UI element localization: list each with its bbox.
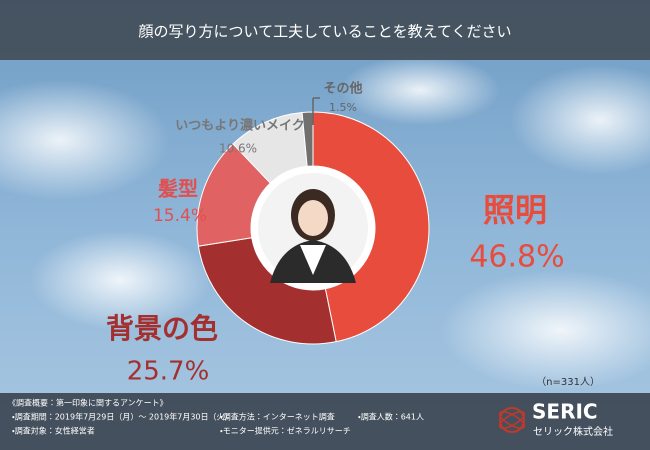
logo-text: SERIC <box>532 400 598 424</box>
slice-value: 10.6% <box>219 142 257 156</box>
slice-value: 25.7% <box>127 357 210 387</box>
footer-item: ・調査期間：2019年7月29日（月）～ 2019年7月30日（火） <box>12 412 233 422</box>
footer-item: ・調査対象：女性経営者 <box>12 426 95 436</box>
footer-item: ・調査方法：インターネット調査 <box>220 412 335 422</box>
footer-item: ・モニター提供元：ゼネラルリサーチ <box>220 426 351 436</box>
donut <box>196 111 430 345</box>
slice-label: 背景の色 <box>106 312 218 345</box>
slice-label: 髪型 <box>157 177 198 201</box>
slice-value: 1.5% <box>329 101 357 114</box>
footer-bar <box>0 393 650 450</box>
clouds <box>0 55 650 390</box>
slice-label: その他 <box>323 81 362 97</box>
sample-note: （n=331人） <box>536 376 600 388</box>
chart-title: 顔の写り方について工夫していることを教えてください <box>139 23 512 41</box>
footer-heading: 《調査概要：第一印象に関するアンケート》 <box>8 398 168 408</box>
company-name: セリック株式会社 <box>533 425 613 438</box>
photo <box>251 166 375 290</box>
logo <box>498 407 526 433</box>
slice-label: いつもより濃いメイク <box>175 118 304 134</box>
footer-item: ・調査人数：641人 <box>358 412 424 422</box>
slice-value: 15.4% <box>153 206 207 226</box>
title-bar <box>0 0 650 60</box>
slice-value: 46.8% <box>469 240 564 275</box>
slice-label: 照明 <box>483 191 547 229</box>
